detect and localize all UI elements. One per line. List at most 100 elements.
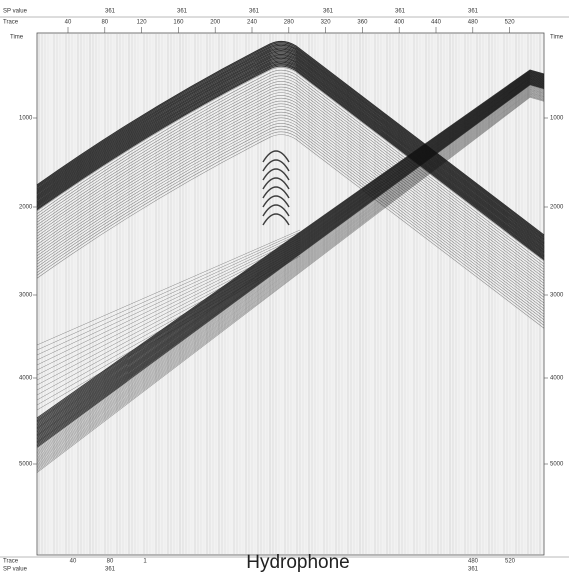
reflection-event bbox=[36, 120, 545, 315]
diffraction bbox=[262, 213, 290, 226]
linear-event bbox=[36, 91, 545, 462]
footer-sp-value: 361 bbox=[105, 567, 116, 573]
reflection-event bbox=[36, 61, 545, 257]
reflection-event bbox=[36, 100, 545, 295]
reflection-event bbox=[36, 64, 545, 259]
footer-sp-value: 361 bbox=[468, 567, 479, 573]
time-label-left: Time bbox=[10, 35, 24, 41]
reflection-event bbox=[36, 67, 545, 262]
time-tick-left: 1000 bbox=[19, 116, 33, 122]
footer-trace-number: 40 bbox=[70, 559, 77, 565]
linear-event bbox=[36, 72, 545, 425]
reflection-event bbox=[36, 75, 545, 270]
linear-event bbox=[36, 71, 545, 423]
footer-trace-number: 1 bbox=[143, 559, 147, 565]
reflection-event bbox=[36, 128, 545, 323]
linear-event bbox=[36, 70, 545, 420]
linear-event bbox=[36, 69, 545, 419]
time-tick-right: 4000 bbox=[550, 376, 564, 382]
linear-event bbox=[36, 241, 301, 376]
reflection-event bbox=[36, 78, 545, 273]
linear-event bbox=[36, 245, 301, 386]
linear-event bbox=[36, 89, 545, 458]
reflection-event bbox=[36, 92, 545, 287]
linear-event bbox=[36, 229, 301, 346]
linear-event bbox=[36, 92, 545, 465]
diffraction bbox=[262, 177, 290, 190]
trace-number: 200 bbox=[210, 20, 221, 26]
sp-value: 361 bbox=[177, 9, 188, 15]
diffraction bbox=[262, 195, 290, 208]
reflection-event bbox=[36, 44, 545, 240]
linear-event bbox=[36, 88, 545, 457]
reflection-event bbox=[36, 42, 545, 237]
linear-event bbox=[36, 247, 301, 391]
trace-number: 160 bbox=[173, 20, 184, 26]
trace-number: 240 bbox=[247, 20, 258, 26]
linear-event bbox=[36, 96, 545, 472]
time-tick-right: 5000 bbox=[550, 462, 564, 468]
reflection-event bbox=[36, 117, 545, 312]
reflection-event bbox=[36, 59, 545, 254]
sp-value: 361 bbox=[105, 9, 116, 15]
linear-event bbox=[36, 87, 545, 455]
time-tick-left: 2000 bbox=[19, 205, 33, 211]
reflection-event bbox=[36, 63, 545, 258]
time-tick-right: 1000 bbox=[550, 116, 564, 122]
linear-event bbox=[36, 77, 545, 436]
linear-event bbox=[36, 94, 545, 469]
linear-event bbox=[36, 237, 301, 366]
time-label-right: Time bbox=[550, 35, 564, 41]
sp-label: SP value bbox=[3, 9, 28, 15]
diffraction bbox=[262, 159, 290, 172]
seismic-traces bbox=[36, 34, 545, 554]
time-tick-right: 2000 bbox=[550, 205, 564, 211]
linear-event bbox=[36, 77, 545, 434]
linear-event bbox=[36, 94, 545, 468]
linear-event bbox=[36, 86, 545, 452]
reflection-event bbox=[36, 123, 545, 318]
reflection-event bbox=[36, 56, 545, 252]
trace-number: 320 bbox=[321, 20, 332, 26]
reflection-event bbox=[36, 81, 545, 276]
reflection-event bbox=[36, 72, 545, 267]
linear-event bbox=[36, 243, 301, 381]
trace-number: 520 bbox=[505, 20, 516, 26]
reflection-event bbox=[36, 111, 545, 307]
reflection-event bbox=[36, 69, 545, 265]
linear-event bbox=[36, 73, 545, 427]
linear-event bbox=[36, 82, 545, 446]
linear-event bbox=[36, 89, 545, 459]
sp-value: 361 bbox=[395, 9, 406, 15]
linear-event bbox=[36, 90, 545, 461]
linear-event bbox=[36, 249, 301, 396]
linear-event bbox=[36, 80, 545, 441]
linear-event bbox=[36, 96, 545, 473]
linear-event bbox=[36, 83, 545, 447]
footer-trace-number: 520 bbox=[505, 559, 516, 565]
linear-event bbox=[36, 79, 545, 439]
footer-trace-number: 80 bbox=[107, 559, 114, 565]
linear-event bbox=[36, 253, 301, 406]
reflection-event bbox=[36, 83, 545, 279]
reflection-event bbox=[36, 86, 545, 281]
linear-event bbox=[36, 82, 545, 444]
reflection-event bbox=[36, 134, 545, 329]
reflection-event bbox=[36, 55, 545, 250]
diffraction bbox=[262, 168, 290, 181]
reflection-event bbox=[36, 109, 545, 304]
trace-number: 360 bbox=[357, 20, 368, 26]
diffraction bbox=[262, 186, 290, 199]
footer-trace-label: Trace bbox=[3, 559, 19, 565]
linear-event bbox=[36, 239, 301, 371]
linear-event bbox=[36, 92, 545, 464]
reflection-event bbox=[36, 60, 545, 255]
reflection-event bbox=[36, 114, 545, 309]
diffraction bbox=[262, 150, 290, 163]
time-tick-left: 4000 bbox=[19, 376, 33, 382]
linear-event bbox=[36, 81, 545, 443]
reflection-event bbox=[36, 95, 545, 290]
linear-event bbox=[36, 85, 545, 451]
reflection-event bbox=[36, 125, 545, 321]
reflection-event bbox=[36, 106, 545, 301]
